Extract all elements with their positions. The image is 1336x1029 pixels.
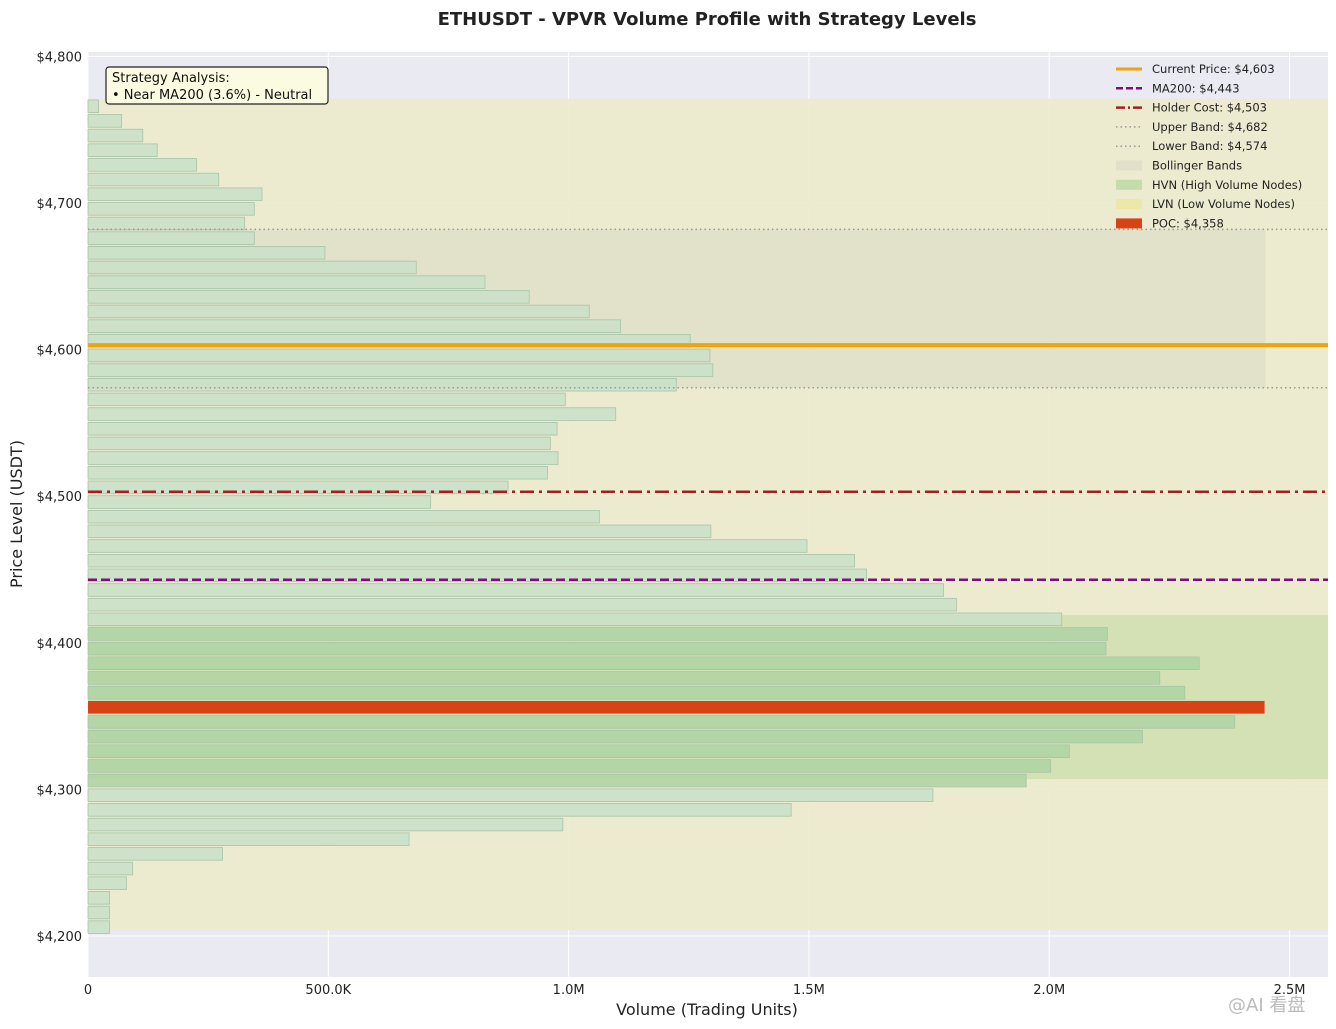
x-tick-label: 1.0M — [553, 983, 585, 998]
volume-bar — [87, 363, 714, 377]
legend-label: Bollinger Bands — [1152, 159, 1242, 173]
y-tick-label: $4,700 — [37, 197, 83, 212]
watermark-text: @AI 看盘 — [1228, 995, 1305, 1016]
volume-bar — [87, 465, 548, 480]
watermark: @AI 看盘 — [1228, 995, 1305, 1016]
tick-labels: 0 500.0K 1.0M 1.5M 2.0M 2.5M $4,200 $4,300 $4,40… — [37, 50, 1306, 998]
annotation-line-1: Strategy Analysis: — [112, 71, 230, 86]
y-tick-label: $4,300 — [37, 783, 83, 798]
y-tick-label: $4,400 — [37, 637, 83, 652]
volume-bar — [87, 832, 410, 846]
x-tick-label: 500.0K — [305, 983, 351, 998]
y-axis-label: Price Level (USDT) — [7, 440, 26, 588]
volume-bar — [87, 905, 111, 920]
volume-bar — [87, 597, 957, 612]
y-tick-label: $4,800 — [37, 50, 83, 65]
volume-bar — [87, 378, 677, 392]
chart-title: ETHUSDT - VPVR Volume Profile with Strat… — [438, 9, 977, 30]
legend-swatch — [1116, 199, 1142, 210]
annotation-box — [105, 66, 329, 105]
volume-bar — [87, 407, 617, 421]
volume-bar — [87, 788, 934, 802]
volume-bar — [87, 509, 600, 524]
legend-swatch — [1116, 160, 1142, 171]
volume-bars — [87, 99, 1265, 934]
volume-bar — [87, 202, 255, 216]
volume-bar — [87, 422, 558, 436]
volume-bar — [87, 759, 1052, 773]
legend-label: Upper Band: $4,682 — [1152, 120, 1268, 134]
volume-bar — [87, 158, 198, 172]
volume-bar — [87, 920, 111, 934]
volume-bar — [87, 803, 792, 817]
strategy-annotation: Strategy Analysis: • Near MA200 (3.6%) -… — [105, 66, 329, 105]
volume-bar — [87, 114, 123, 128]
volume-bar — [87, 671, 1161, 685]
volume-bar — [87, 187, 263, 201]
volume-bar — [87, 304, 590, 319]
volume-bar — [87, 348, 711, 363]
volume-bar — [87, 847, 223, 861]
volume-bar — [87, 451, 559, 465]
volume-bar — [87, 729, 1143, 744]
volume-bar — [87, 128, 144, 143]
volume-bar — [87, 568, 868, 583]
volume-bar — [87, 641, 1107, 656]
legend-swatch — [1116, 179, 1142, 190]
x-tick-label: 1.5M — [793, 983, 825, 998]
volume-bar — [87, 290, 530, 304]
volume-bar — [87, 319, 621, 333]
volume-bar — [87, 656, 1200, 671]
volume-bar — [87, 524, 712, 539]
volume-bar — [87, 495, 432, 509]
volume-bar — [87, 436, 551, 451]
volume-bar — [87, 891, 111, 905]
volume-bar — [87, 583, 944, 597]
x-tick-label: 2.5M — [1274, 983, 1306, 998]
level-lines — [88, 228, 1328, 581]
volume-bar — [87, 480, 509, 495]
legend-label: HVN (High Volume Nodes) — [1152, 178, 1302, 192]
volume-bar — [87, 876, 127, 890]
y-tick-label: $4,600 — [37, 344, 83, 359]
volume-bar — [87, 539, 808, 553]
annotation-line-2: • Near MA200 (3.6%) - Neutral — [112, 88, 312, 103]
volume-bar — [87, 392, 566, 407]
volume-bar — [87, 612, 1063, 627]
poc-bar — [88, 700, 1265, 714]
legend-label: Current Price: $4,603 — [1152, 62, 1275, 76]
volume-bar — [87, 172, 220, 187]
volume-bar — [87, 715, 1236, 729]
volume-bar — [87, 817, 564, 832]
volume-bar — [87, 685, 1186, 700]
volume-bar — [87, 99, 99, 113]
legend-label: LVN (Low Volume Nodes) — [1152, 197, 1295, 211]
legend-swatch — [1116, 218, 1142, 229]
volume-bar — [87, 260, 417, 275]
volume-bar — [87, 744, 1070, 758]
legend-label: POC: $4,358 — [1152, 216, 1224, 230]
y-tick-label: $4,200 — [37, 930, 83, 945]
volume-bar — [87, 216, 246, 231]
volume-bar — [87, 246, 326, 260]
volume-bar — [87, 773, 1027, 788]
legend-label: Lower Band: $4,574 — [1152, 139, 1267, 153]
y-tick-label: $4,500 — [37, 490, 83, 505]
volume-bar — [87, 275, 486, 289]
legend-label: MA200: $4,443 — [1152, 81, 1240, 95]
x-axis-label: Volume (Trading Units) — [616, 1000, 798, 1019]
volume-bar — [87, 627, 1108, 641]
x-tick-label: 2.0M — [1033, 983, 1065, 998]
legend: Current Price: $4,603 MA200: $4,443 Holder… — [1116, 62, 1302, 230]
volume-bar — [87, 861, 134, 876]
volume-bar — [87, 553, 855, 568]
legend-label: Holder Cost: $4,503 — [1152, 101, 1267, 115]
x-tick-label: 0 — [84, 983, 92, 998]
volume-bar — [87, 143, 158, 157]
volume-bar — [87, 231, 255, 245]
